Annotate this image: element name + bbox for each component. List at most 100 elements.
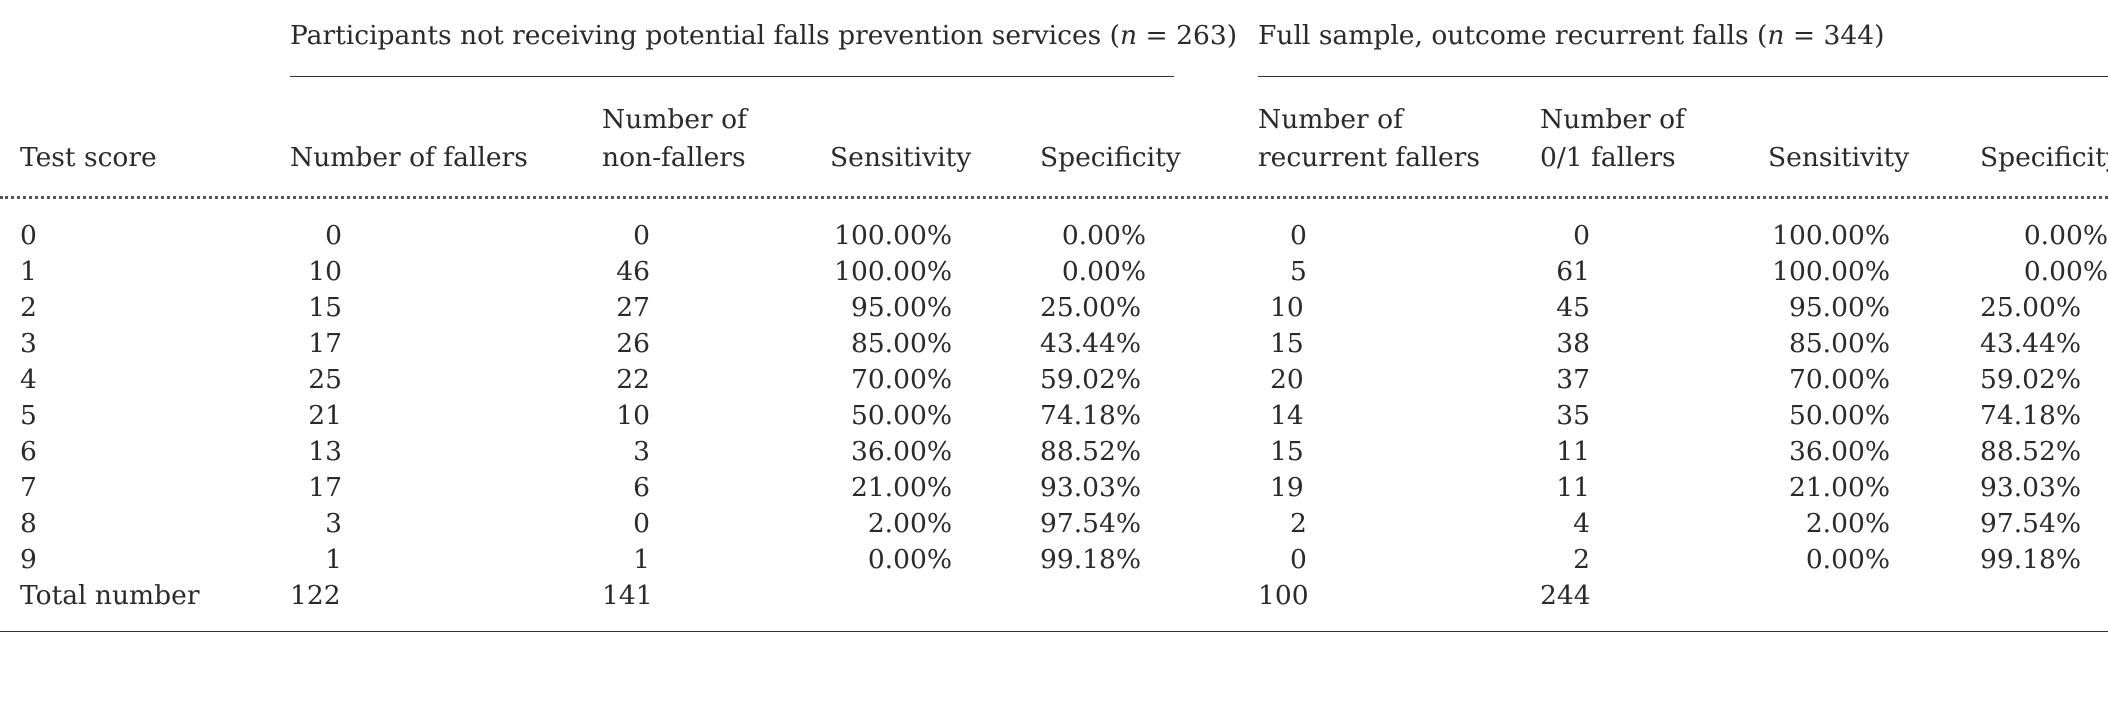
cell-fallers: 21 <box>308 400 342 431</box>
cell-zero-one-fallers: 2 <box>1573 544 1590 575</box>
cell-specificity-1: 43.44% <box>1040 328 1142 359</box>
group1-n-value: = 263) <box>1137 20 1238 51</box>
cell-specificity-2: 99.18% <box>1980 544 2082 575</box>
cell-zero-one-fallers: 35 <box>1556 400 1590 431</box>
group1-rule <box>290 76 1174 77</box>
cell-specificity-2: 43.44% <box>1980 328 2082 359</box>
cell-test-score: 1 <box>20 256 37 287</box>
header-recurrent-line1: Number of <box>1258 104 1403 135</box>
cell-sensitivity-2: 21.00% <box>1788 472 1890 503</box>
cell-zero-one-fallers: 61 <box>1556 256 1590 287</box>
cell-test-score: 0 <box>20 220 37 251</box>
cell-fallers: 13 <box>308 436 342 467</box>
cell-sensitivity-2: 70.00% <box>1788 364 1890 395</box>
cell-test-score: 3 <box>20 328 37 359</box>
cell-specificity-1: 88.52% <box>1040 436 1142 467</box>
cell-specificity-2: 74.18% <box>1980 400 2082 431</box>
cell-nonfallers: 1 <box>633 544 650 575</box>
group2-n-variable: n <box>1767 20 1785 51</box>
cell-nonfallers: 26 <box>616 328 650 359</box>
cell-test-score: 7 <box>20 472 37 503</box>
cell-fallers: 3 <box>325 508 342 539</box>
cell-specificity-1: 0.00% <box>1061 220 1146 251</box>
header-recurrent-line2: recurrent fallers <box>1258 142 1480 173</box>
cell-zero-one-fallers: 38 <box>1556 328 1590 359</box>
cell-nonfallers: 0 <box>633 508 650 539</box>
cell-recurrent-fallers: 5 <box>1290 256 1307 287</box>
cell-recurrent-fallers: 2 <box>1290 508 1307 539</box>
group2-header-prefix: Full sample, outcome recurrent falls ( <box>1258 20 1768 51</box>
cell-nonfallers: 6 <box>633 472 650 503</box>
header-nonfallers-line2: non-fallers <box>602 142 746 173</box>
header-dotted-rule <box>0 196 2108 199</box>
cell-recurrent-fallers: 19 <box>1270 472 1304 503</box>
cell-nonfallers: 22 <box>616 364 650 395</box>
cell-zero-one-fallers: 45 <box>1556 292 1590 323</box>
cell-fallers: 25 <box>308 364 342 395</box>
cell-specificity-1: 93.03% <box>1040 472 1142 503</box>
cell-specificity-1: 25.00% <box>1040 292 1142 323</box>
cell-nonfallers: 10 <box>616 400 650 431</box>
cell-nonfallers: 0 <box>633 220 650 251</box>
cell-fallers: 1 <box>325 544 342 575</box>
cell-test-score: 5 <box>20 400 37 431</box>
cell-nonfallers: 3 <box>633 436 650 467</box>
cell-sensitivity-2: 36.00% <box>1788 436 1890 467</box>
cell-total-label: Total number <box>20 580 200 611</box>
group2-n-value: = 344) <box>1784 20 1885 51</box>
cell-specificity-1: 0.00% <box>1061 256 1146 287</box>
cell-zero-one-fallers: 11 <box>1556 436 1590 467</box>
group1-header: Participants not receiving potential fal… <box>290 20 1237 51</box>
cell-nonfallers: 27 <box>616 292 650 323</box>
cell-sensitivity-1: 85.00% <box>850 328 952 359</box>
table-bottom-rule <box>0 631 2108 632</box>
cell-zero-one-fallers: 0 <box>1573 220 1590 251</box>
cell-specificity-2: 93.03% <box>1980 472 2082 503</box>
cell-fallers: 10 <box>308 256 342 287</box>
cell-sensitivity-2: 85.00% <box>1788 328 1890 359</box>
cell-sensitivity-1: 2.00% <box>867 508 952 539</box>
cell-total-zero-one: 244 <box>1540 580 1591 611</box>
group2-header: Full sample, outcome recurrent falls (n … <box>1258 20 1884 51</box>
cell-specificity-1: 97.54% <box>1040 508 1142 539</box>
cell-sensitivity-1: 100.00% <box>834 256 952 287</box>
cell-recurrent-fallers: 14 <box>1270 400 1304 431</box>
cell-specificity-2: 25.00% <box>1980 292 2082 323</box>
cell-zero-one-fallers: 4 <box>1573 508 1590 539</box>
cell-test-score: 4 <box>20 364 37 395</box>
cell-sensitivity-2: 100.00% <box>1772 220 1890 251</box>
cell-nonfallers: 46 <box>616 256 650 287</box>
cell-test-score: 9 <box>20 544 37 575</box>
header-sensitivity-1: Sensitivity <box>830 142 972 173</box>
header-specificity-2: Specificity <box>1980 142 2108 173</box>
cell-total-nonfallers: 141 <box>602 580 653 611</box>
cell-sensitivity-2: 0.00% <box>1805 544 1890 575</box>
cell-fallers: 17 <box>308 472 342 503</box>
cell-zero-one-fallers: 37 <box>1556 364 1590 395</box>
cell-sensitivity-2: 50.00% <box>1788 400 1890 431</box>
cell-specificity-1: 74.18% <box>1040 400 1142 431</box>
cell-sensitivity-1: 95.00% <box>850 292 952 323</box>
cell-sensitivity-1: 70.00% <box>850 364 952 395</box>
cell-test-score: 2 <box>20 292 37 323</box>
cell-fallers: 17 <box>308 328 342 359</box>
cell-sensitivity-1: 100.00% <box>834 220 952 251</box>
group1-n-variable: n <box>1120 20 1138 51</box>
cell-recurrent-fallers: 15 <box>1270 436 1304 467</box>
cell-fallers: 0 <box>325 220 342 251</box>
header-zero-one-line1: Number of <box>1540 104 1685 135</box>
group1-header-prefix: Participants not receiving potential fal… <box>290 20 1121 51</box>
group2-rule <box>1258 76 2108 77</box>
header-nonfallers-line1: Number of <box>602 104 747 135</box>
cell-recurrent-fallers: 15 <box>1270 328 1304 359</box>
header-sensitivity-2: Sensitivity <box>1768 142 1910 173</box>
cell-sensitivity-2: 95.00% <box>1788 292 1890 323</box>
cell-fallers: 15 <box>308 292 342 323</box>
cell-recurrent-fallers: 10 <box>1270 292 1304 323</box>
cell-specificity-2: 88.52% <box>1980 436 2082 467</box>
cell-zero-one-fallers: 11 <box>1556 472 1590 503</box>
cell-specificity-2: 0.00% <box>2023 220 2108 251</box>
cell-specificity-1: 59.02% <box>1040 364 1142 395</box>
cell-specificity-1: 99.18% <box>1040 544 1142 575</box>
cell-test-score: 8 <box>20 508 37 539</box>
